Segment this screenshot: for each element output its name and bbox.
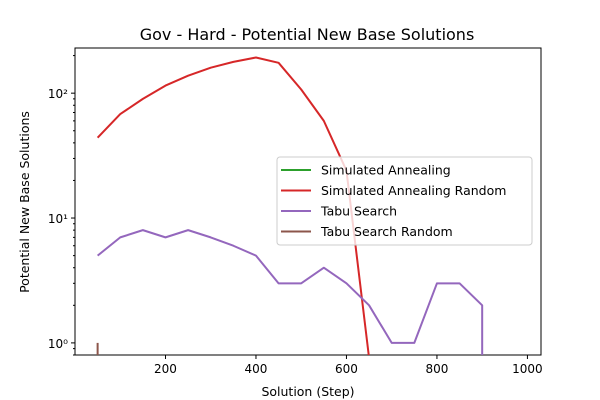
x-tick-label: 1000 (512, 362, 543, 376)
series-layer (96, 56, 484, 355)
legend-label-simulated-annealing-random: Simulated Annealing Random (321, 183, 506, 198)
legend: Simulated Annealing Simulated Annealing R… (276, 156, 533, 246)
legend-label-tabu-search: Tabu Search (320, 204, 397, 219)
plot-frame (74, 47, 542, 356)
y-tick-label: 10¹ (48, 212, 68, 226)
plot-area (96, 56, 484, 355)
legend-label-simulated-annealing: Simulated Annealing (321, 163, 451, 178)
x-tick-label: 200 (154, 362, 177, 376)
y-axis: 10⁰ 10¹ 10² (48, 55, 75, 356)
x-axis-label: Solution (Step) (261, 384, 354, 399)
y-tick-label: 10² (48, 87, 68, 101)
y-tick-label: 10⁰ (48, 337, 68, 351)
x-axis: 200 400 600 800 1000 (154, 355, 543, 376)
legend-box (276, 156, 533, 246)
y-axis-label: Potential New Base Solutions (17, 111, 32, 293)
legend-label-tabu-search-random: Tabu Search Random (320, 224, 453, 239)
x-tick-label: 600 (335, 362, 358, 376)
x-tick-label: 800 (425, 362, 448, 376)
series-line-simulated-annealing-random (96, 56, 370, 355)
series-line-tabu-search (96, 229, 484, 355)
x-tick-label: 400 (245, 362, 268, 376)
chart-title: Gov - Hard - Potential New Base Solution… (140, 25, 475, 44)
